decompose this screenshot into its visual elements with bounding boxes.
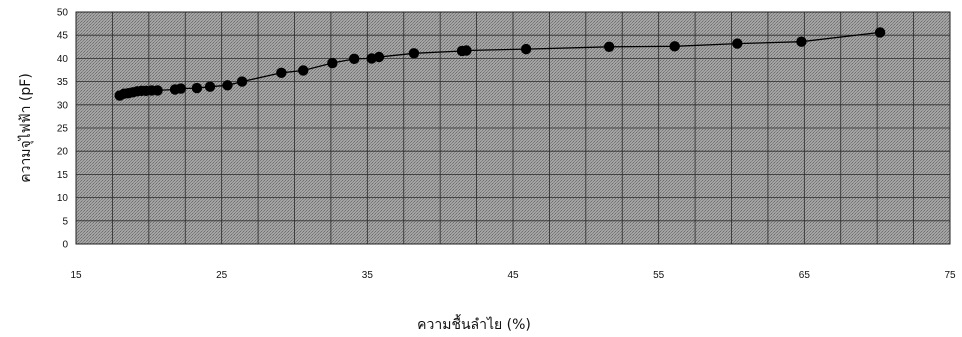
y-axis-title: ความจุไฟฟ้า (pF) — [17, 73, 34, 183]
y-tick-label: 0 — [62, 240, 68, 251]
data-point — [796, 36, 807, 47]
y-tick-label: 15 — [57, 170, 69, 181]
x-tick-label: 25 — [216, 270, 228, 281]
x-axis-title: ความชื้นลำไย (%) — [417, 314, 531, 333]
data-point — [204, 81, 216, 92]
data-point — [874, 27, 886, 38]
gridlines — [76, 12, 950, 244]
data-point — [236, 76, 248, 87]
data-point — [349, 53, 360, 65]
data-point — [461, 45, 472, 56]
data-point — [669, 41, 680, 52]
data-point — [603, 41, 615, 52]
y-tick-label: 40 — [57, 54, 69, 65]
data-point — [408, 48, 420, 59]
y-tick-label: 30 — [57, 100, 69, 111]
data-point — [298, 65, 309, 76]
y-tick-label: 25 — [57, 124, 69, 135]
y-tick-label: 10 — [57, 193, 69, 204]
x-tick-label: 35 — [362, 270, 374, 281]
axes: 0 5 10 15 20 25 30 35 40 45 50 15 25 35 45 55 65 75 — [57, 8, 956, 282]
data-point — [276, 67, 287, 78]
data-point — [327, 57, 338, 69]
data-point — [732, 38, 743, 49]
y-tick-label: 5 — [62, 216, 68, 227]
plot-border — [75, 11, 951, 245]
y-tick-label: 50 — [57, 8, 69, 19]
x-tick-label: 45 — [507, 270, 519, 281]
x-tick-label: 65 — [799, 270, 811, 281]
x-tick-label: 75 — [944, 270, 956, 281]
data-point — [520, 43, 532, 55]
y-tick-label: 35 — [57, 77, 69, 88]
data-point — [152, 85, 163, 96]
data-point — [191, 82, 203, 94]
data-series — [114, 27, 886, 101]
data-point — [222, 80, 233, 91]
data-point — [373, 51, 385, 63]
data-point — [175, 83, 187, 94]
x-tick-label: 55 — [653, 270, 665, 281]
x-tick-label: 15 — [70, 270, 82, 281]
y-tick-label: 20 — [57, 147, 69, 158]
y-tick-label: 45 — [57, 31, 69, 42]
